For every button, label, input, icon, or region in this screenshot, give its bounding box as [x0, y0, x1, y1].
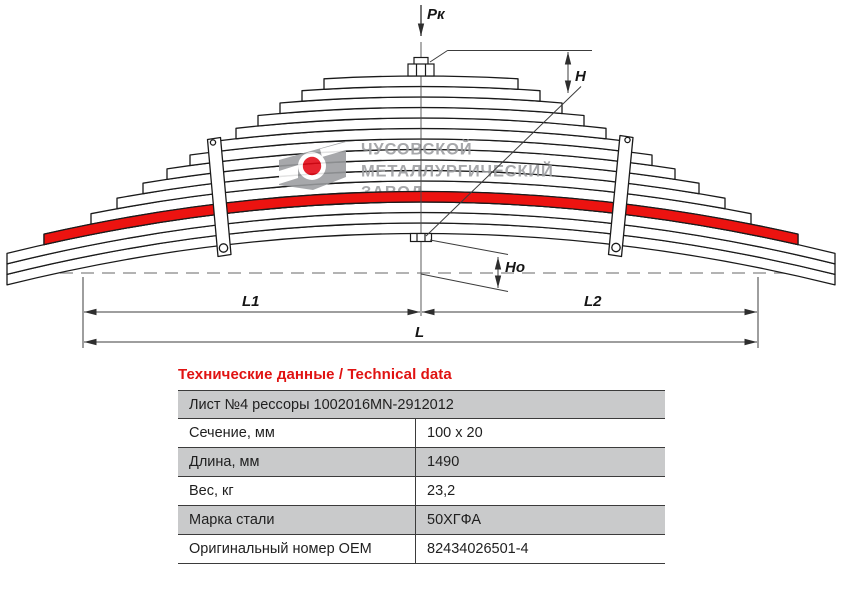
right-clamp-pin — [624, 136, 631, 144]
table-header-row: Лист №4 рессоры 1002016MN-2912012 — [178, 390, 665, 418]
table-header-text: Лист №4 рессоры 1002016MN-2912012 — [189, 396, 454, 413]
row-value: 100 x 20 — [415, 419, 665, 447]
table-row: Оригинальный номер OEM 82434026501-4 — [178, 534, 665, 563]
right-clamp — [607, 134, 634, 258]
dimension-lines — [82, 5, 759, 348]
technical-data-table: Лист №4 рессоры 1002016MN-2912012 Сечени… — [178, 390, 665, 564]
table-row: Марка стали 50ХГФА — [178, 505, 665, 534]
right-clamp-rivet — [611, 242, 621, 253]
center-bolt-top-nut — [407, 63, 435, 77]
highlighted-leaf-4 — [43, 190, 799, 246]
row-value: 1490 — [415, 448, 665, 476]
row-label: Длина, мм — [189, 454, 260, 470]
force-label: Pк — [427, 6, 446, 23]
logo-notch-left — [279, 165, 298, 184]
logo-red-dot — [302, 156, 322, 176]
technical-data-title: Технические данные / Technical data — [178, 366, 452, 383]
l1-label: L1 — [242, 293, 260, 310]
l-label: L — [415, 324, 424, 341]
h0-upper-leader — [429, 239, 509, 255]
row-label: Оригинальный номер OEM — [189, 541, 372, 557]
leaf-spring-drawing-area: ЧУСОВСКОЙ МЕТАЛЛУРГИЧЕСКИЙ ЗАВОД — [6, 5, 836, 348]
left-clamp — [206, 136, 232, 258]
h0-label: Hо — [505, 259, 525, 276]
watermark-text-line1: ЧУСОВСКОЙ — [361, 140, 472, 159]
row-label: Вес, кг — [189, 483, 234, 499]
left-clamp-rivet — [218, 243, 229, 253]
factory-logo — [279, 141, 346, 190]
spring-clamps — [206, 134, 634, 258]
left-clamp-pin — [209, 139, 217, 146]
table-row: Сечение, мм 100 x 20 — [178, 418, 665, 447]
table-row: Вес, кг 23,2 — [178, 476, 665, 505]
row-label: Марка стали — [189, 512, 275, 528]
center-bolts — [407, 56, 435, 243]
watermark-text-line2: МЕТАЛЛУРГИЧЕСКИЙ — [361, 162, 554, 181]
center-bolt-bottom-nut — [409, 232, 433, 243]
row-value: 50ХГФА — [415, 506, 665, 534]
h0-lower-leader — [420, 273, 509, 292]
row-value: 82434026501-4 — [415, 535, 665, 563]
logo-notch-right — [320, 142, 346, 157]
h-diagonal-leader — [425, 86, 582, 237]
leaf-spring-drawing: ЧУСОВСКОЙ МЕТАЛЛУРГИЧЕСКИЙ ЗАВОД — [6, 5, 836, 348]
l2-label: L2 — [584, 293, 602, 310]
row-value: 23,2 — [415, 477, 665, 505]
technical-data-section: Технические данные / Technical data Лист… — [178, 366, 665, 564]
h-leader — [429, 50, 448, 63]
row-label: Сечение, мм — [189, 425, 275, 441]
h-label: H — [575, 68, 587, 85]
table-row: Длина, мм 1490 — [178, 447, 665, 476]
